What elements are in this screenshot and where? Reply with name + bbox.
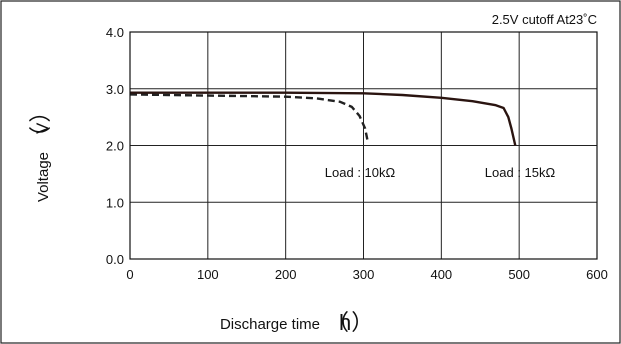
y-tick-label: 4.0: [106, 25, 124, 40]
y-tick-label: 2.0: [106, 139, 124, 154]
x-tick-label: 300: [353, 267, 375, 282]
x-tick-label: 100: [197, 267, 219, 282]
y-tick-label: 0.0: [106, 252, 124, 267]
x-tick-label: 600: [586, 267, 608, 282]
y-tick-label: 1.0: [106, 195, 124, 210]
series-label-10k: Load : 10kΩ: [325, 165, 396, 180]
y-axis-label: Voltage: [35, 152, 52, 202]
x-tick-label: 0: [126, 267, 133, 282]
y-tick-labels: 0.0 1.0 2.0 3.0 4.0: [106, 25, 124, 267]
series-lines: [129, 91, 517, 146]
x-tick-label: 500: [508, 267, 530, 282]
x-tick-label: 400: [430, 267, 452, 282]
x-tick-label: 200: [275, 267, 297, 282]
series-line-15k: [130, 91, 517, 146]
y-axis-unit: （V）: [28, 101, 53, 148]
x-axis-label: Discharge time: [220, 316, 320, 333]
series-label-15k: Load : 15kΩ: [485, 165, 556, 180]
y-tick-label: 3.0: [106, 82, 124, 97]
x-tick-labels: 0 100 200 300 400 500 600: [126, 267, 607, 282]
y-axis-label-group: Voltage （V）: [28, 101, 53, 202]
condition-note: 2.5V cutoff At23˚C: [492, 12, 597, 27]
x-axis-unit: （h）: [327, 310, 373, 335]
plot-frame: [129, 31, 598, 260]
